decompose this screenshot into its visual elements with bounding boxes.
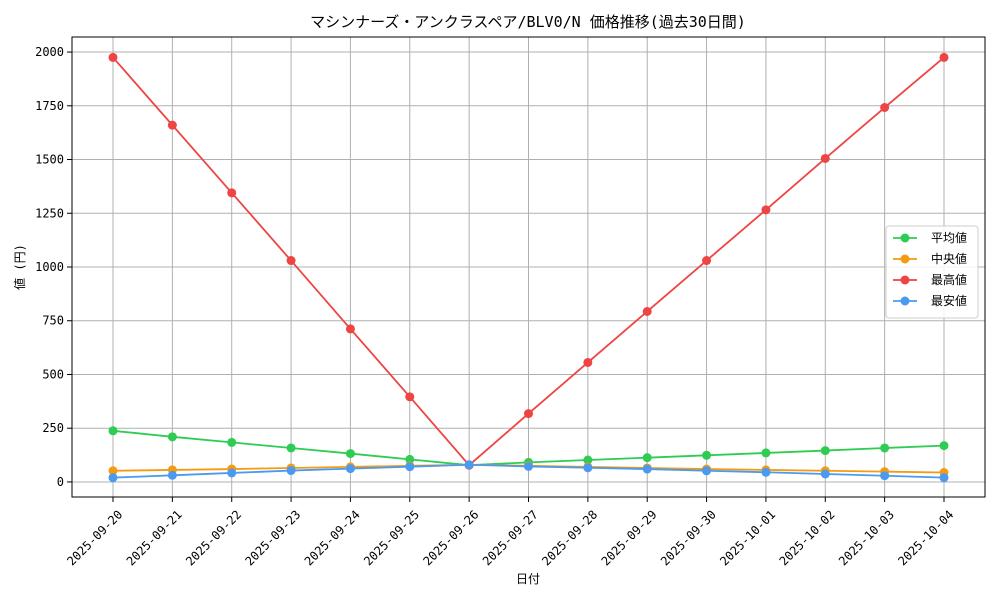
data-point [702, 466, 712, 476]
data-point [880, 443, 890, 453]
legend-label: 平均値 [931, 230, 967, 245]
data-point [583, 455, 593, 465]
legend-item: 最高値 [893, 272, 967, 287]
y-tick-label: 2000 [35, 45, 64, 59]
data-point [642, 464, 652, 474]
x-tick-label: 2025-09-21 [124, 507, 185, 568]
data-point [405, 462, 415, 472]
data-point [108, 466, 118, 476]
legend-box [885, 225, 979, 319]
data-point [524, 461, 533, 471]
x-tick-label: 2025-09-25 [361, 507, 422, 568]
y-axis-label: 値 (円) [12, 244, 27, 290]
y-tick-label: 1000 [35, 260, 64, 274]
x-tick-label: 2025-09-30 [658, 507, 719, 568]
y-tick-label: 1500 [35, 153, 64, 167]
data-point [167, 470, 177, 480]
legend-label: 中央値 [931, 251, 967, 266]
data-point [761, 448, 771, 458]
data-point [167, 120, 177, 130]
x-axis-label: 日付 [516, 572, 540, 586]
data-point [761, 467, 771, 477]
series-layer [108, 52, 949, 483]
legend-swatch-marker [900, 275, 910, 285]
data-point [405, 392, 415, 402]
legend-swatch-marker [900, 254, 910, 264]
data-point [880, 103, 890, 113]
data-point [642, 306, 652, 316]
data-point [524, 409, 533, 419]
data-point [702, 450, 712, 460]
data-point [583, 357, 593, 367]
legend-swatch-marker [900, 233, 910, 243]
x-tick-label: 2025-09-27 [480, 507, 541, 568]
y-tick-label: 0 [57, 475, 64, 489]
y-tick-label: 250 [42, 421, 64, 435]
data-point [880, 471, 890, 481]
grid [72, 37, 985, 497]
legend-item: 平均値 [893, 230, 967, 245]
y-tick-label: 500 [42, 367, 64, 381]
data-point [227, 437, 237, 447]
data-point [820, 469, 830, 479]
x-tick-label: 2025-10-02 [777, 507, 838, 568]
data-point [286, 256, 296, 266]
data-point [286, 466, 296, 476]
data-point [108, 473, 118, 483]
data-point [345, 449, 355, 459]
x-tick-label: 2025-10-03 [836, 507, 897, 568]
x-tick-label: 2025-09-26 [420, 507, 481, 568]
data-point [583, 463, 593, 473]
data-point [286, 443, 296, 453]
data-point [820, 446, 830, 456]
legend-swatch-marker [900, 296, 910, 306]
data-point [227, 468, 237, 478]
series-3 [108, 460, 949, 483]
data-point [939, 473, 949, 483]
data-point [761, 205, 771, 215]
legend-label: 最安値 [931, 293, 967, 308]
data-point [820, 153, 830, 163]
data-point [939, 52, 949, 62]
x-tick-label: 2025-10-01 [717, 507, 778, 568]
data-point [464, 460, 474, 470]
data-point [702, 256, 712, 266]
data-point [167, 432, 177, 442]
x-tick-label: 2025-10-04 [895, 507, 956, 568]
legend-item: 中央値 [893, 251, 967, 266]
x-tick-label: 2025-09-23 [242, 507, 303, 568]
data-point [108, 426, 118, 436]
data-point [345, 324, 355, 334]
y-tick-label: 1250 [35, 206, 64, 220]
data-point [642, 453, 652, 463]
data-point [405, 454, 415, 464]
legend-item: 最安値 [893, 293, 967, 308]
y-tick-label: 750 [42, 314, 64, 328]
x-tick-label: 2025-09-24 [302, 507, 363, 568]
x-tick-label: 2025-09-22 [183, 507, 244, 568]
x-tick-label: 2025-09-20 [64, 507, 125, 568]
data-point [939, 441, 949, 451]
chart-title: マシンナーズ・アンクラスペア/BLV0/N 価格推移(過去30日間) [310, 13, 746, 31]
data-point [345, 464, 355, 474]
y-tick-label: 1750 [35, 99, 64, 113]
legend-label: 最高値 [931, 272, 967, 287]
data-point [108, 52, 118, 62]
x-tick-label: 2025-09-29 [599, 507, 660, 568]
data-point [227, 188, 237, 198]
x-tick-label: 2025-09-28 [539, 507, 600, 568]
